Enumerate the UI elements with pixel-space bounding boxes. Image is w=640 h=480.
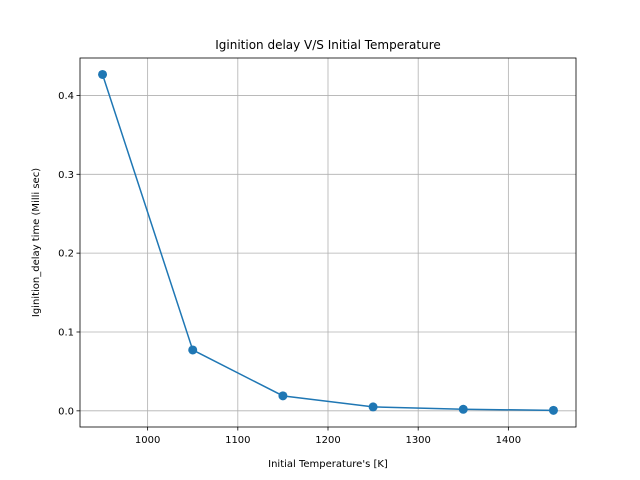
grid [80,58,576,427]
y-tick-label: 0.3 [58,170,74,181]
x-tick-label: 1100 [225,435,250,446]
ticks: 1000 1100 1200 1300 1400 0.0 0.1 0.2 0.3 0.4 [58,91,521,446]
data-point [188,345,198,355]
chart-title: Iginition delay V/S Initial Temperature [215,38,441,52]
y-tick-label: 0.1 [58,327,74,338]
x-tick-label: 1300 [405,435,430,446]
x-tick-label: 1400 [496,435,521,446]
x-tick-label: 1000 [135,435,160,446]
y-axis-label: Iginition_delay time (Milli sec) [31,168,42,317]
y-tick-label: 0.4 [58,91,74,102]
data-point [278,391,288,401]
series [98,69,558,415]
data-point [548,405,558,415]
x-axis-label: Initial Temperature's [K] [268,459,388,470]
y-tick-label: 0.2 [58,249,74,260]
x-tick-label: 1200 [315,435,340,446]
data-point [98,69,108,79]
data-point [368,402,378,412]
y-tick-label: 0.0 [58,406,74,417]
data-point [458,404,468,414]
series-line [101,74,554,412]
